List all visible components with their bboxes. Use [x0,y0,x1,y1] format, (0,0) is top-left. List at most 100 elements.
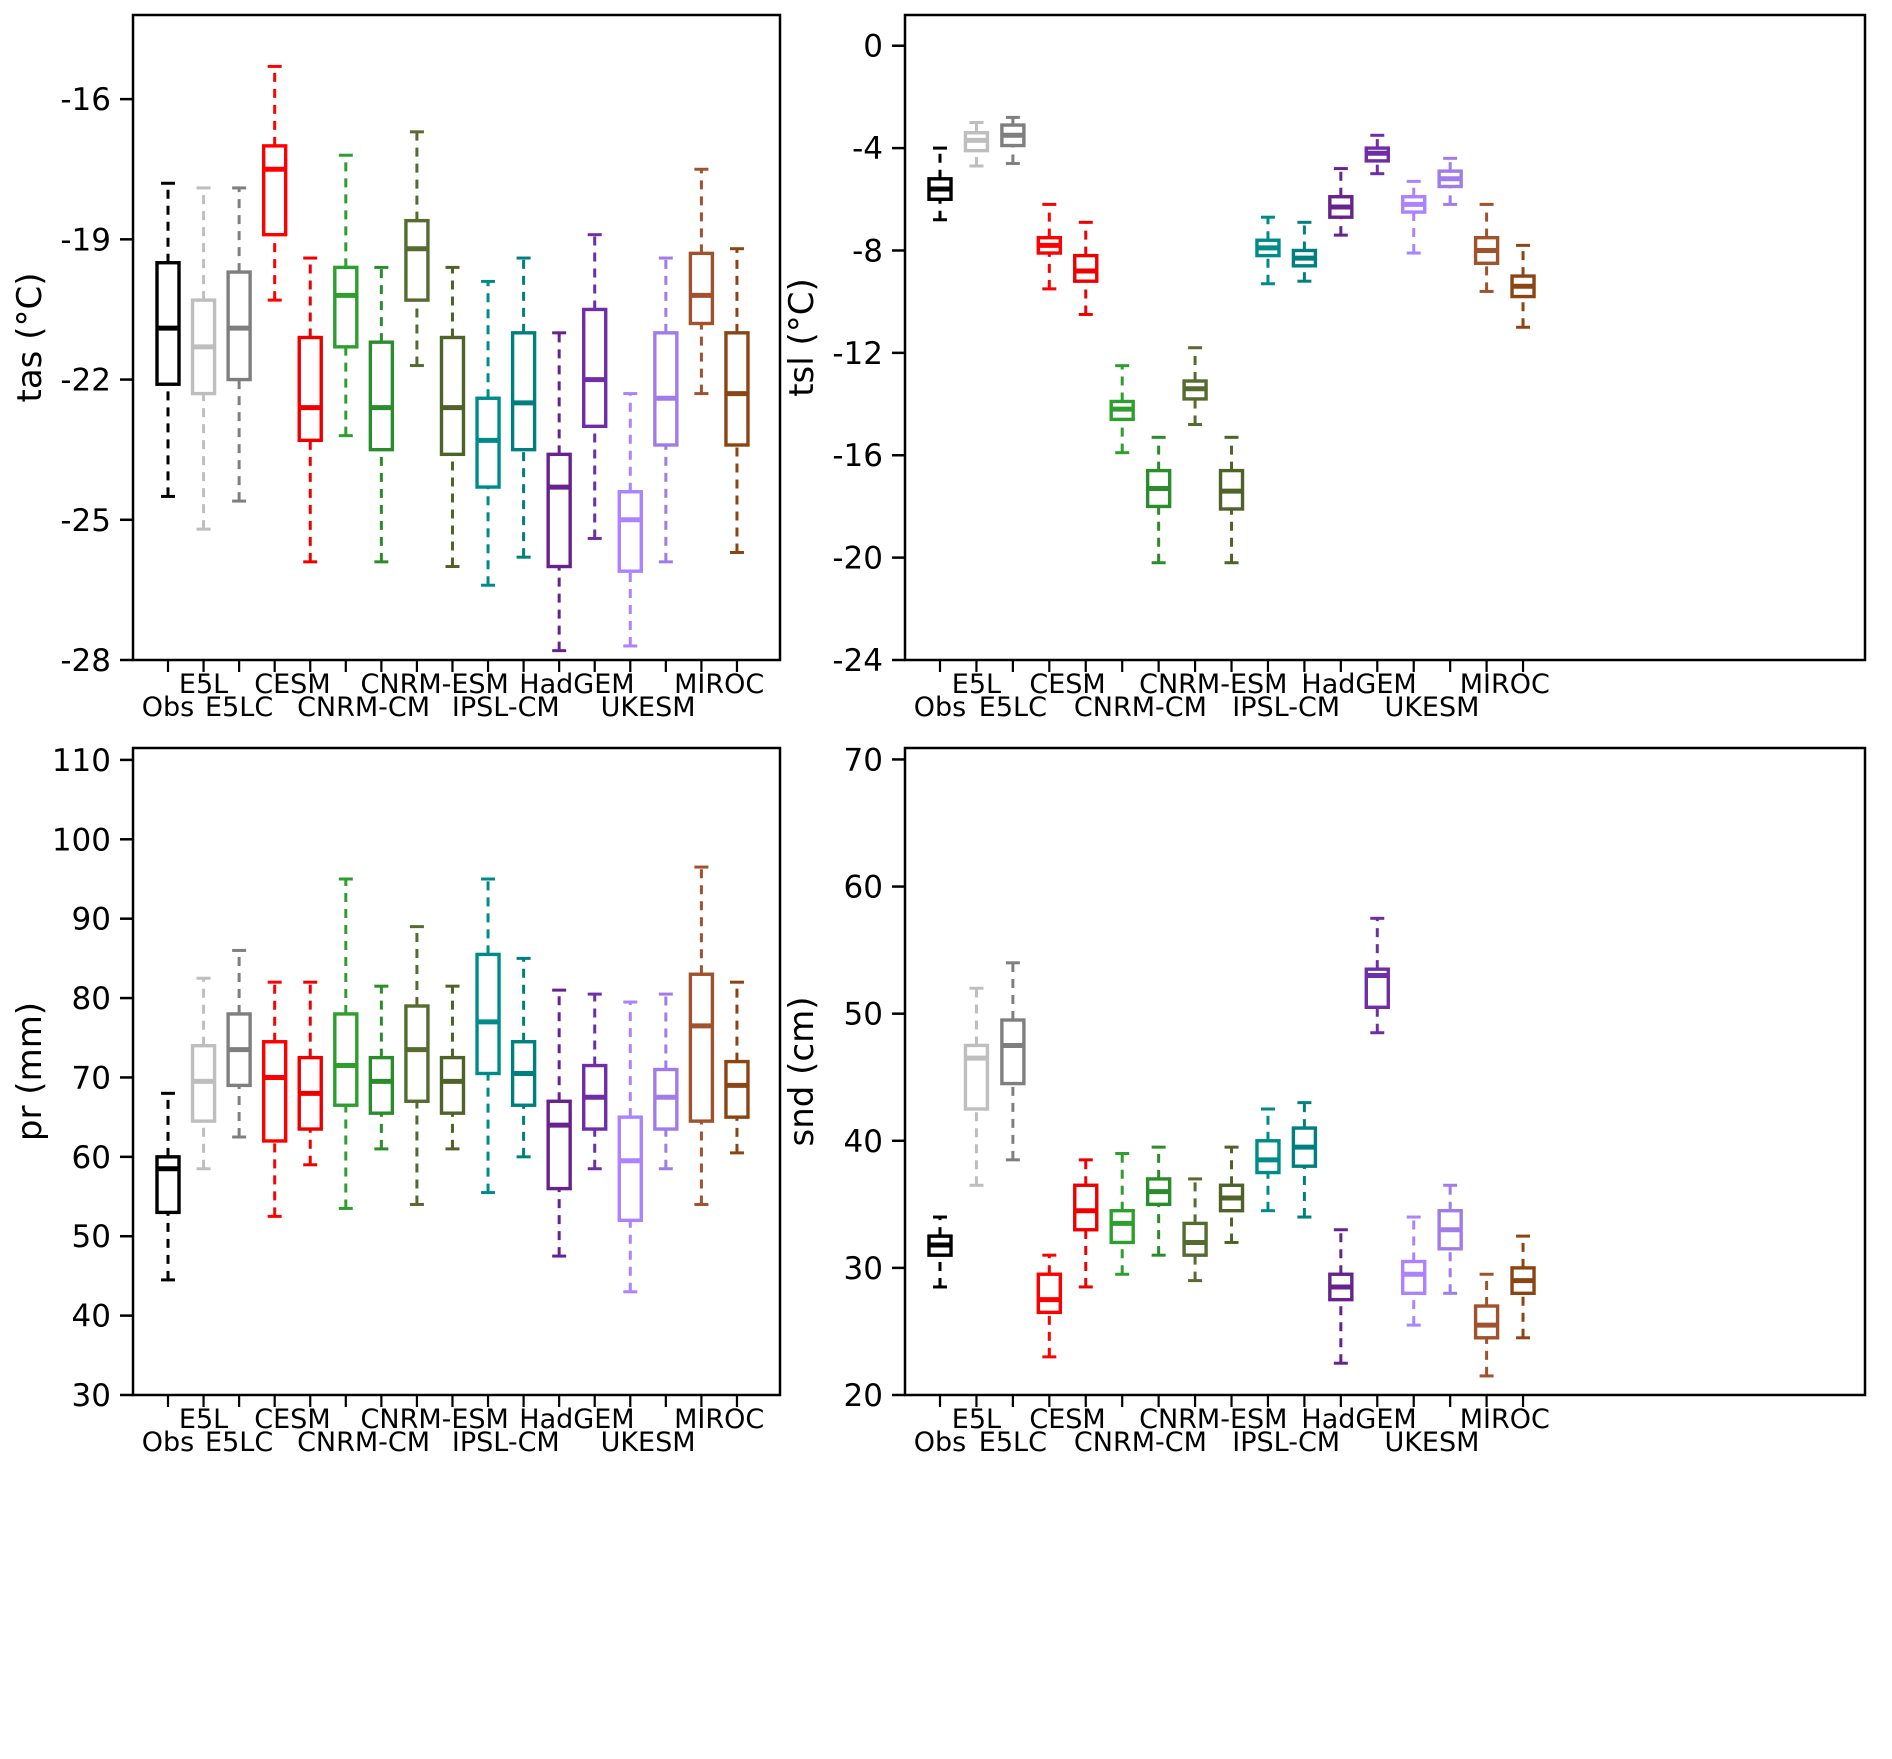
boxplot-snd-CESM-1 [1036,1253,1063,1359]
y-tick-label: 20 [844,1378,883,1414]
boxplot-tsl-IPSL-CM-2 [1291,220,1318,283]
x-group-label-E5LC: E5LC [205,692,273,723]
y-tick-label: 60 [844,870,883,906]
boxplot-pr-HadGEM-2 [582,992,608,1171]
boxplot-tas-MIROC-1 [688,167,715,396]
boxplot-pr-CNRM-CM-1 [333,877,359,1210]
x-group-label-IPSL-CM: IPSL-CM [1232,692,1340,723]
y-tick-label: 60 [72,1140,111,1176]
boxplot-snd-MIROC-1 [1473,1272,1500,1378]
boxplot-tsl-UKESM-1 [1401,179,1427,255]
boxplot-pr-IPSL-CM-2 [510,956,537,1159]
boxplot-tsl-IPSL-CM-1 [1255,215,1281,286]
x-group-label-MIROC: MIROC [674,669,764,700]
x-group-label-IPSL-CM: IPSL-CM [1232,1427,1340,1458]
y-tick-label: 110 [52,743,111,779]
y-tick-label: -25 [60,503,111,539]
x-group-label-CNRM-CM: CNRM-CM [1074,692,1207,723]
x-group-label-CNRM-CM: CNRM-CM [297,1427,430,1458]
boxplot-tas-CESM-1 [261,64,288,302]
y-tick-label: -16 [832,438,883,474]
panel-pr: 110 100 90 80 70 60 50 40 30 pr (mm) ObsE5LE5LCCES… [10,743,782,1458]
x-group-label-IPSL-CM: IPSL-CM [452,692,560,723]
iqr-box [1364,967,1390,1010]
boxplot-snd-Obs [927,1215,953,1289]
boxplot-snd-HadGEM-2 [1364,916,1390,1035]
y-tick-label: -8 [852,233,883,269]
y-tick-label: -24 [832,643,883,679]
x-group-label-Obs: Obs [142,1427,194,1458]
iqr-box [546,1099,572,1191]
boxplot-tas-CNRM-ESM-2 [439,265,466,569]
iqr-box [368,340,395,452]
boxplot-pr-Obs [155,1091,181,1282]
iqr-box [1000,1018,1026,1086]
x-group-label-CESM: CESM [254,1404,330,1435]
boxplot-tsl-MIROC-1 [1473,202,1500,293]
boxplot-pr-E5LC [226,948,252,1139]
iqr-box [582,307,608,429]
x-group-label-E5LC: E5LC [979,1427,1047,1458]
iqr-box [155,261,181,386]
y-tick-label: 30 [844,1251,883,1287]
y-tick-label: -28 [60,643,111,679]
boxplot-snd-IPSL-CM-2 [1291,1101,1318,1219]
iqr-box [724,331,750,447]
boxplot-pr-CESM-2 [297,980,323,1167]
iqr-box [688,972,715,1123]
boxplot-tas-CESM-2 [297,256,323,564]
y-tick-label: -20 [832,541,883,577]
iqr-box [333,265,359,349]
x-group-label-CESM: CESM [1029,669,1105,700]
x-group-label-UKESM: UKESM [601,1427,696,1458]
boxplot-tas-CNRM-CM-2 [368,265,395,564]
boxplot-pr-CNRM-ESM-2 [439,984,466,1151]
y-tick-label: 70 [72,1060,111,1096]
boxplot-tas-UKESM-1 [617,392,643,648]
boxplot-snd-CESM-2 [1073,1158,1099,1289]
boxplot-pr-CNRM-ESM-1 [404,925,430,1206]
boxplot-pr-UKESM-2 [653,992,679,1171]
boxplot-tas-E5LC [226,186,252,503]
plot-frame [131,746,782,1397]
boxplot-tsl-CNRM-ESM-1 [1182,346,1208,427]
x-group-label-HadGEM: HadGEM [519,669,634,700]
x-group-label-CNRM-CM: CNRM-CM [297,692,430,723]
x-group-label-HadGEM: HadGEM [1301,1404,1416,1435]
boxplot-pr-CESM-1 [261,980,288,1218]
x-group-label-MIROC: MIROC [1460,669,1550,700]
iqr-box [404,1004,430,1103]
x-group-label-UKESM: UKESM [1384,1427,1479,1458]
iqr-box [155,1155,181,1215]
boxplot-tsl-Obs [927,146,953,222]
iqr-box [261,1040,288,1143]
plot-frame [903,13,1867,662]
boxplot-tsl-MIROC-2 [1510,243,1536,329]
boxplot-tas-MIROC-2 [724,247,750,554]
x-group-label-UKESM: UKESM [601,692,696,723]
y-tick-label: 70 [844,742,883,778]
boxplot-pr-UKESM-1 [617,1000,643,1294]
x-group-label-E5L: E5L [952,669,1001,700]
iqr-box [333,1012,359,1107]
iqr-box [297,335,323,443]
boxplot-snd-HadGEM-1 [1328,1228,1354,1365]
boxplot-pr-MIROC-1 [688,865,715,1206]
x-group-label-E5LC: E5LC [979,692,1047,723]
boxplot-snd-CNRM-ESM-1 [1182,1177,1208,1283]
y-axis-label: tas (°C) [10,273,50,403]
x-group-label-CNRM-ESM: CNRM-ESM [1139,669,1287,700]
x-group-label-CNRM-ESM: CNRM-ESM [361,669,509,700]
x-group-label-CNRM-ESM: CNRM-ESM [1139,1404,1287,1435]
boxplot-tas-IPSL-CM-1 [475,279,501,587]
x-group-label-UKESM: UKESM [1384,692,1479,723]
x-group-label-Obs: Obs [914,1427,966,1458]
x-group-label-HadGEM: HadGEM [519,1404,634,1435]
boxplot-tas-HadGEM-2 [582,233,608,540]
x-group-label-Obs: Obs [914,692,966,723]
x-group-label-CNRM-ESM: CNRM-ESM [361,1404,509,1435]
iqr-box [510,331,537,452]
iqr-box [1109,1208,1135,1245]
iqr-box [546,452,572,569]
